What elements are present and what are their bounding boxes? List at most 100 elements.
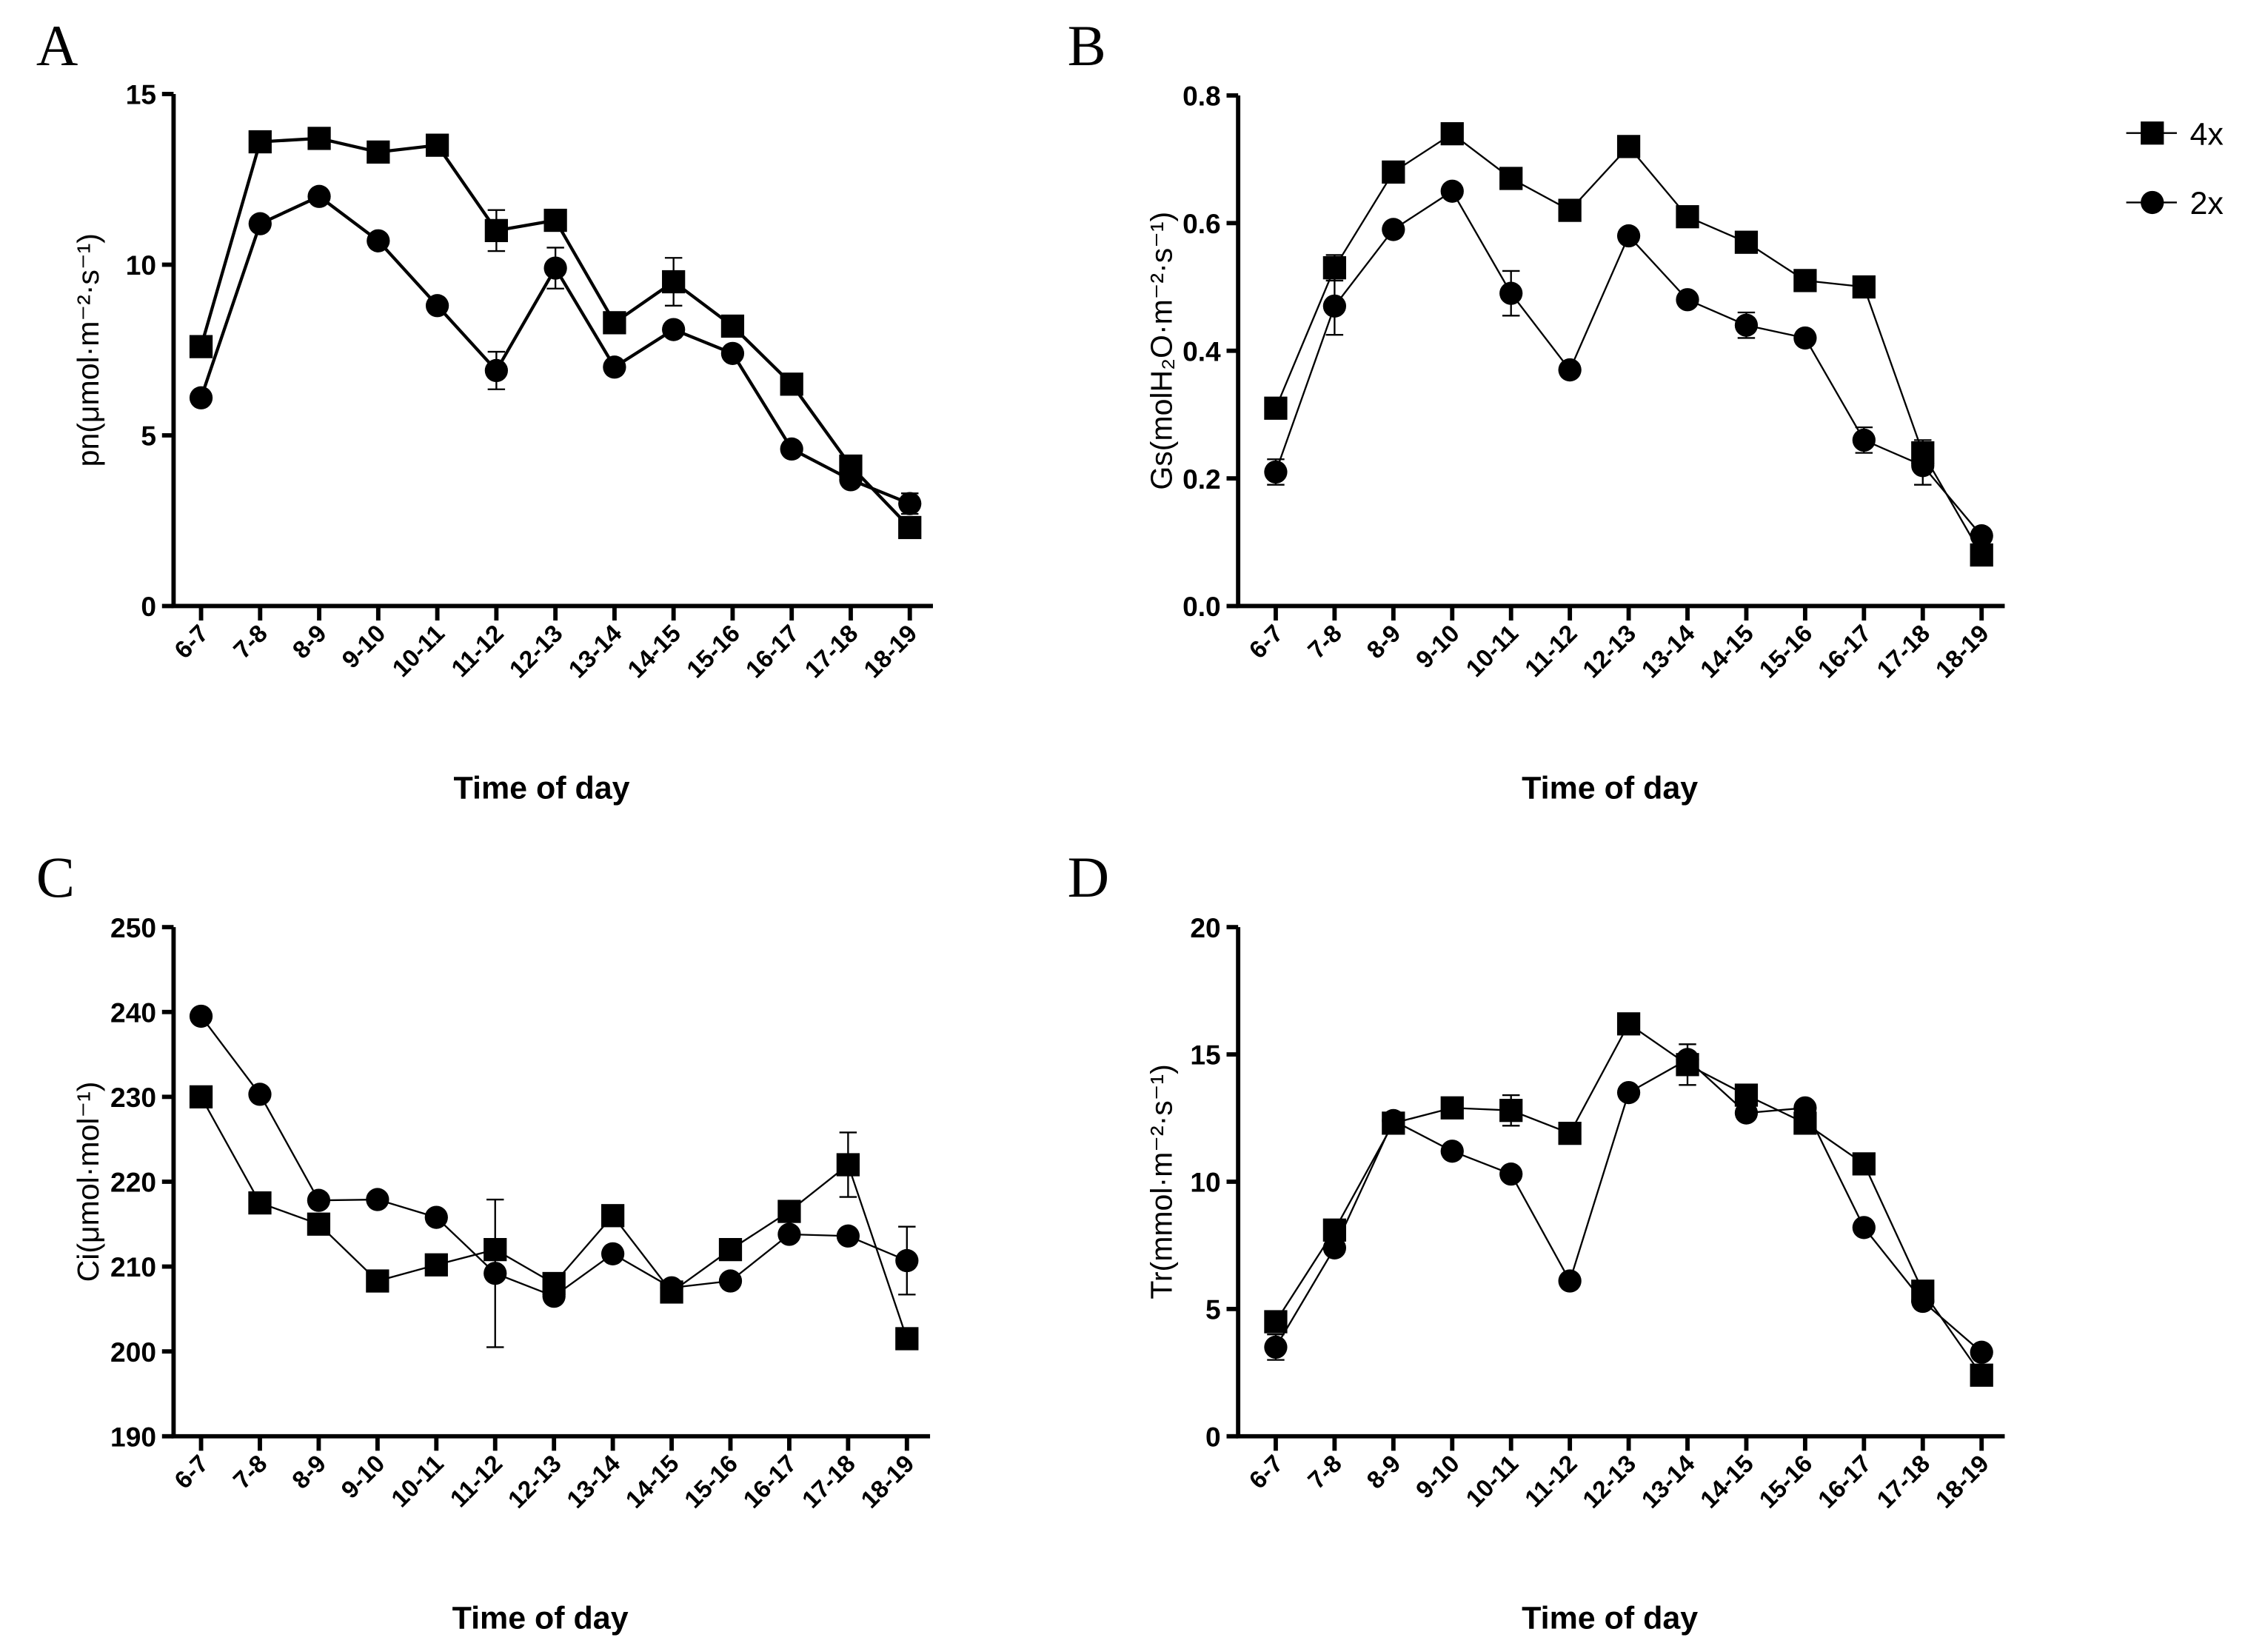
series-line-4x — [1274, 133, 1983, 556]
data-point-2x — [895, 1248, 919, 1273]
data-point-4x — [662, 270, 686, 294]
y-tick-label: 5 — [1205, 1294, 1221, 1325]
x-tick-label: 13-14 — [563, 620, 628, 684]
x-tick-label: 6-7 — [1244, 1450, 1288, 1494]
data-point-2x — [1440, 1140, 1464, 1163]
y-tick-label: 240 — [110, 997, 156, 1028]
data-point-4x — [1440, 1096, 1464, 1120]
y-tick-label: 0.4 — [1182, 335, 1221, 367]
data-point-4x — [603, 311, 626, 335]
y-tick-label: 230 — [110, 1082, 156, 1113]
data-point-2x — [248, 1083, 272, 1106]
data-point-2x — [1322, 1236, 1347, 1259]
data-point-4x — [1616, 135, 1641, 158]
data-point-4x — [307, 1212, 331, 1236]
data-point-2x — [189, 386, 213, 409]
data-point-2x — [1793, 326, 1817, 350]
x-tick-label: 14-15 — [623, 620, 686, 683]
legend: 4x 2x — [2126, 116, 2224, 221]
series-4x — [1264, 1012, 1993, 1387]
legend-marker-2x — [2141, 190, 2164, 215]
data-point-4x — [720, 314, 745, 338]
data-point-4x — [1558, 1121, 1582, 1145]
data-point-2x — [1911, 454, 1935, 478]
data-point-2x — [1852, 1216, 1876, 1239]
data-point-2x — [836, 1224, 860, 1248]
data-point-4x — [1852, 1152, 1876, 1176]
data-point-4x — [1734, 230, 1759, 254]
legend-marker-4x — [2141, 121, 2164, 145]
data-point-2x — [1616, 1080, 1641, 1105]
x-tick-label: 17-18 — [797, 1450, 861, 1513]
x-tick-label: 12-13 — [1578, 620, 1642, 683]
y-tick-label: 10 — [126, 250, 156, 281]
x-tick-label: 15-16 — [680, 1450, 743, 1513]
x-tick-label: 15-16 — [1754, 620, 1818, 683]
data-point-2x — [307, 184, 331, 208]
x-tick-label: 14-15 — [620, 1450, 684, 1513]
data-point-2x — [1734, 1101, 1759, 1125]
x-tick-label: 7-8 — [228, 1450, 272, 1494]
panel-label: B — [1068, 13, 1106, 78]
x-tick-label: 7-8 — [1303, 1450, 1348, 1494]
data-point-2x — [718, 1269, 743, 1293]
data-point-4x — [836, 1153, 860, 1177]
data-point-2x — [1911, 1289, 1935, 1314]
x-tick-label: 8-9 — [287, 1450, 332, 1494]
data-point-2x — [248, 212, 272, 235]
data-point-4x — [1852, 275, 1876, 299]
data-point-4x — [898, 515, 922, 540]
x-tick-label: 9-10 — [1411, 620, 1465, 674]
data-point-2x — [543, 256, 567, 280]
series-4x — [189, 1085, 919, 1351]
data-point-2x — [1676, 288, 1699, 312]
data-point-2x — [424, 1205, 448, 1229]
x-tick-label: 13-14 — [562, 1450, 626, 1514]
data-point-4x — [1264, 1310, 1288, 1334]
data-point-2x — [1970, 1340, 1993, 1364]
y-tick-label: 0.2 — [1182, 464, 1221, 495]
x-tick-label: 6-7 — [1244, 620, 1288, 664]
data-point-2x — [1616, 224, 1641, 248]
data-point-4x — [1382, 160, 1405, 184]
x-tick-label: 9-10 — [336, 1450, 390, 1504]
x-axis-title: Time of day — [452, 1601, 629, 1636]
data-point-2x — [1499, 1162, 1523, 1186]
x-tick-label: 16-17 — [1813, 620, 1877, 683]
panel-label: D — [1068, 845, 1109, 909]
data-point-4x — [1616, 1012, 1641, 1036]
data-point-2x — [839, 468, 863, 492]
series-line-4x — [1274, 1023, 1983, 1376]
x-tick-label: 9-10 — [1411, 1450, 1465, 1504]
data-point-4x — [601, 1204, 625, 1228]
data-point-2x — [662, 318, 686, 341]
data-point-2x — [1852, 428, 1876, 452]
data-point-4x — [307, 127, 331, 150]
data-point-4x — [189, 335, 213, 358]
x-axis-title: Time of day — [454, 770, 630, 806]
data-point-4x — [1558, 198, 1582, 222]
data-point-4x — [1264, 396, 1288, 420]
y-axis-title: pn(μmol·m⁻²·s⁻¹) — [71, 233, 105, 466]
panel-label: C — [36, 845, 75, 909]
data-point-2x — [1322, 294, 1347, 318]
panel-B: B0.00.20.40.60.86-7 7-8 8-9 9-1010-1111-121… — [1068, 13, 2005, 806]
data-point-2x — [189, 1004, 213, 1028]
data-point-2x — [1264, 1335, 1288, 1359]
series-2x — [189, 184, 922, 515]
x-tick-label: 11-12 — [446, 620, 509, 683]
data-point-4x — [1970, 1363, 1993, 1387]
data-point-2x — [898, 492, 922, 515]
x-tick-label: 12-13 — [1578, 1450, 1642, 1513]
data-point-2x — [484, 1262, 507, 1285]
x-tick-label: 16-17 — [1813, 1450, 1877, 1513]
x-tick-label: 11-12 — [1520, 620, 1583, 683]
data-point-2x — [1970, 524, 1993, 548]
x-tick-label: 17-18 — [800, 620, 863, 683]
data-point-2x — [720, 341, 745, 365]
data-point-2x — [425, 294, 449, 318]
y-tick-label: 250 — [110, 912, 156, 943]
x-tick-label: 8-9 — [1362, 1450, 1406, 1494]
x-tick-label: 13-14 — [1636, 1450, 1701, 1514]
y-tick-label: 15 — [1190, 1040, 1220, 1071]
